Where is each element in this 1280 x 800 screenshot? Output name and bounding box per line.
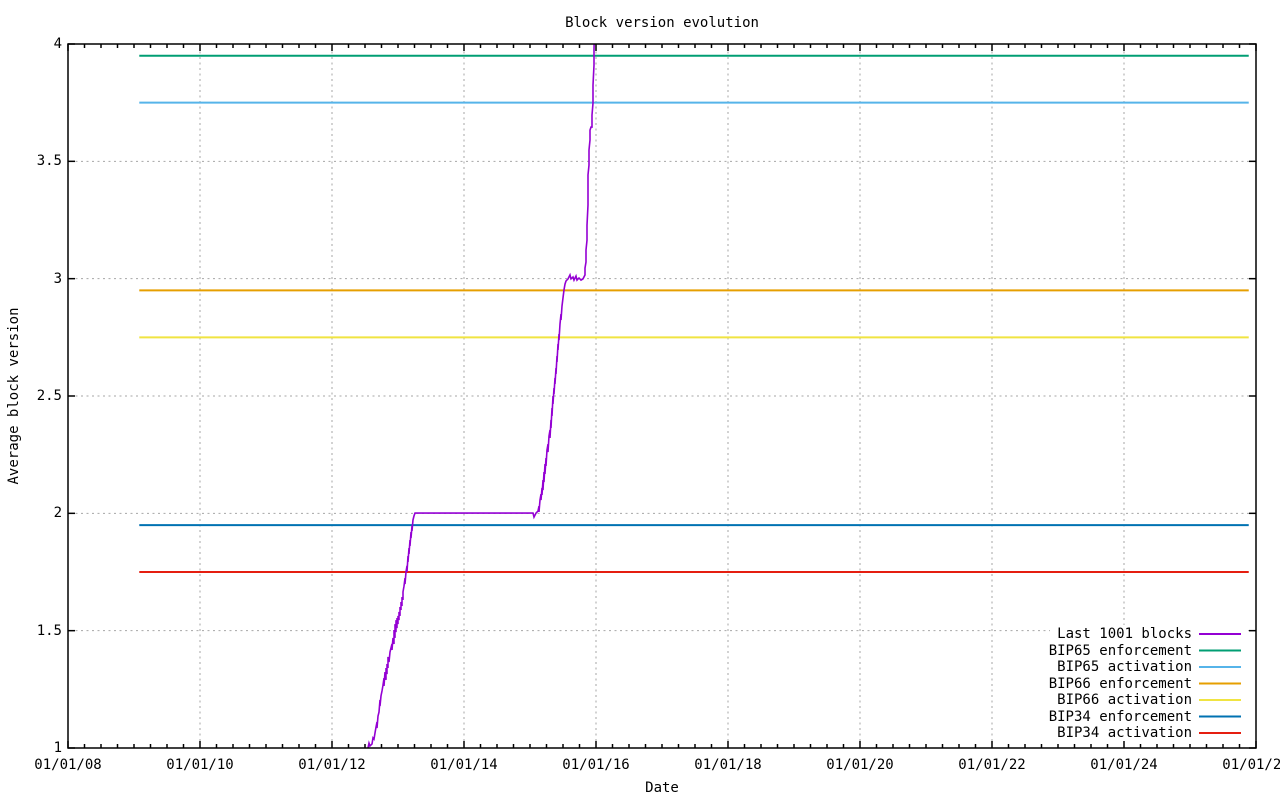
y-tick-label: 2 bbox=[53, 505, 62, 522]
legend-label-bip34-enforcement: BIP34 enforcement bbox=[1048, 708, 1192, 725]
legend-label-bip34-activation: BIP34 activation bbox=[1057, 725, 1192, 741]
x-tick-label: 01/01/22 bbox=[958, 757, 1026, 773]
y-tick-label: 1 bbox=[53, 740, 62, 756]
legend-label-bip66-enforcement: BIP66 enforcement bbox=[1048, 675, 1192, 692]
series-line-last-1001-blocks bbox=[367, 43, 595, 748]
y-tick-label: 2.5 bbox=[36, 388, 62, 404]
x-tick-label: 01/01/20 bbox=[826, 757, 894, 773]
x-tick-label: 01/01/16 bbox=[562, 757, 630, 773]
y-tick-label: 1.5 bbox=[36, 622, 62, 639]
x-tick-label: 01/01/24 bbox=[1090, 757, 1158, 773]
x-tick-label: 01/01/08 bbox=[34, 757, 102, 773]
x-axis-label: Date bbox=[645, 780, 679, 796]
legend-label-bip66-activation: BIP66 activation bbox=[1057, 692, 1192, 708]
legend-label-last-1001-blocks: Last 1001 blocks bbox=[1057, 626, 1192, 642]
x-tick-label: 01/01/10 bbox=[166, 757, 234, 773]
x-tick-label: 01/01/14 bbox=[430, 757, 498, 773]
x-tick-label: 01/01/18 bbox=[694, 757, 762, 773]
legend-label-bip65-activation: BIP65 activation bbox=[1057, 659, 1192, 675]
y-tick-label: 3 bbox=[53, 270, 62, 287]
y-tick-label: 4 bbox=[53, 36, 62, 52]
x-tick-label: 01/01/12 bbox=[298, 757, 366, 773]
chart-title: Block version evolution bbox=[565, 15, 759, 31]
x-tick-label: 01/01/26 bbox=[1222, 757, 1280, 773]
legend-label-bip65-enforcement: BIP65 enforcement bbox=[1048, 642, 1192, 659]
y-tick-label: 3.5 bbox=[36, 153, 62, 170]
